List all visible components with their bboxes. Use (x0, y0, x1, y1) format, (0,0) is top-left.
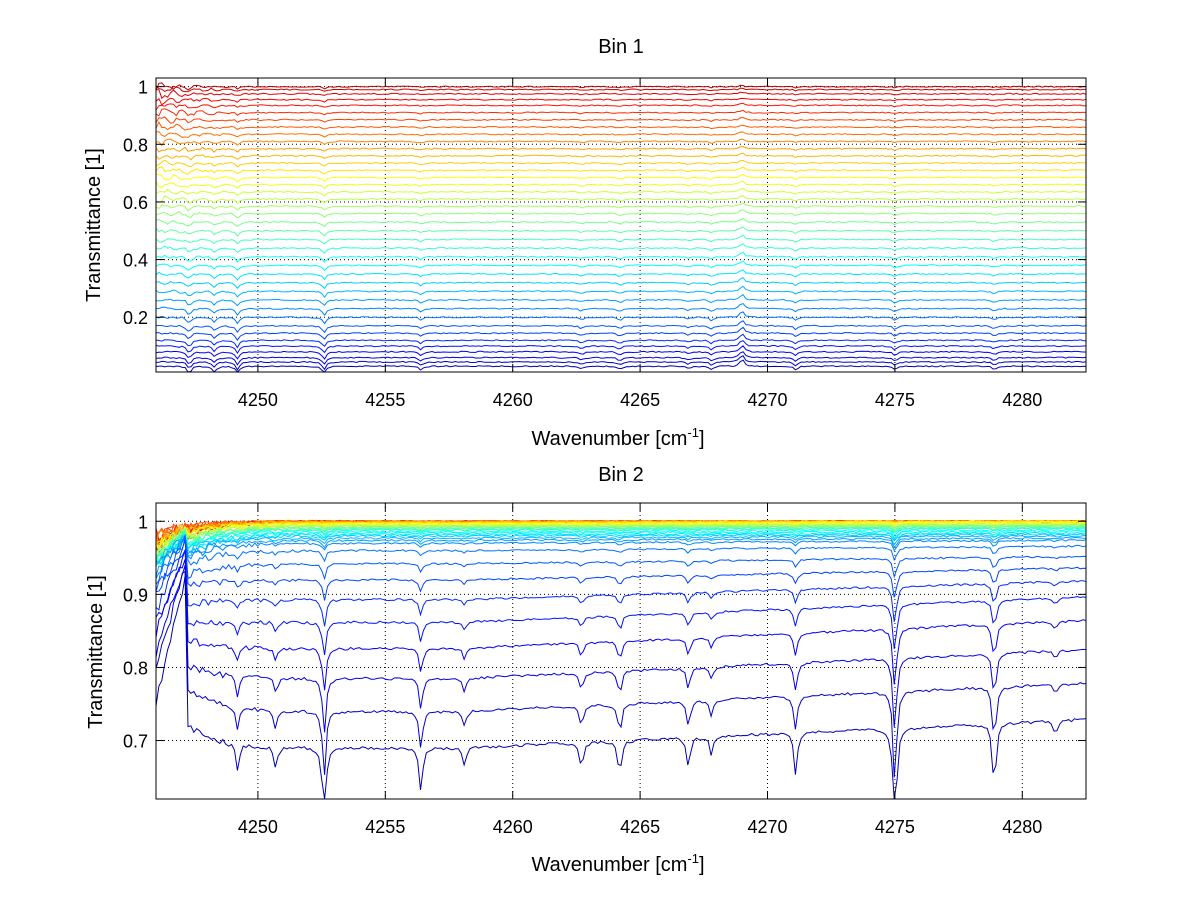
y-tick-label: 0.7 (123, 732, 148, 752)
subplot-2-xlabel: Wavenumber [cm-1] (531, 851, 704, 876)
series-line (155, 234, 1087, 245)
series-line (155, 537, 1086, 577)
series-line (155, 243, 1087, 254)
series-line (155, 195, 1087, 204)
series-line (155, 570, 1087, 778)
y-tick-label: 0.2 (123, 308, 148, 328)
series-line (155, 120, 1087, 131)
series-line (155, 102, 1087, 111)
series-line (155, 575, 1087, 800)
x-tick-label: 4260 (493, 390, 533, 410)
subplot-2-axes-box (155, 502, 1087, 800)
subplot-1-series (155, 82, 1087, 373)
series-line (155, 565, 1087, 733)
subplot-2-series (155, 519, 1087, 800)
series-line (155, 152, 1086, 161)
series-line (155, 537, 1087, 592)
series-line (155, 294, 1087, 307)
subplot-2-title: Bin 2 (598, 464, 644, 486)
series-line (155, 131, 1087, 139)
series-line (155, 217, 1087, 228)
subplot-1-axes-box (155, 77, 1087, 373)
series-line (155, 530, 1087, 565)
x-tick-label: 4280 (1002, 817, 1042, 837)
subplot-bin-1: Bin 1 4250 4255 4260 4265 4270 4275 4280 0.2 0.4… (83, 36, 1087, 450)
subplot-1-xlabel: Wavenumber [cm-1] (531, 425, 704, 450)
x-tick-label: 4250 (238, 817, 278, 837)
series-line (155, 533, 1087, 579)
subplot-1-ylabel: Transmittance [1] (83, 148, 105, 302)
x-tick-label: 4275 (875, 390, 915, 410)
series-line (155, 269, 1087, 281)
subplot-2-ylabel: Transmittance [1] (85, 575, 107, 729)
series-line (155, 359, 1087, 373)
series-line (155, 326, 1086, 341)
series-line (155, 534, 1087, 564)
y-tick-label: 0.4 (123, 251, 148, 271)
x-tick-label: 4255 (365, 390, 405, 410)
series-line (155, 351, 1087, 366)
subplot-1-ticks: 4250 4255 4260 4265 4270 4275 4280 0.2 0.4 0.6 0.8… (123, 78, 1086, 410)
x-tick-label: 4255 (365, 817, 405, 837)
y-tick-label: 1 (138, 512, 148, 532)
series-line (155, 303, 1087, 316)
series-line (155, 173, 1087, 183)
series-line (155, 355, 1087, 371)
series-line (155, 520, 1087, 551)
x-tick-label: 4250 (238, 390, 278, 410)
series-line (155, 340, 1087, 355)
series-line (155, 89, 1087, 100)
series-line (155, 320, 1087, 334)
series-line (155, 226, 1087, 237)
x-tick-label: 4270 (747, 390, 787, 410)
series-line (155, 531, 1086, 568)
series-line (155, 209, 1087, 219)
series-line (155, 311, 1087, 325)
x-tick-label: 4280 (1002, 390, 1042, 410)
x-tick-label: 4260 (493, 817, 533, 837)
series-line (155, 559, 1087, 691)
series-line (155, 285, 1087, 299)
x-tick-label: 4265 (620, 390, 660, 410)
series-line (155, 533, 1087, 566)
series-line (155, 527, 1087, 556)
subplot-1-title: Bin 1 (598, 36, 644, 58)
series-line (155, 333, 1087, 349)
series-line (155, 520, 1087, 544)
series-line (155, 524, 1087, 562)
series-line (155, 97, 1087, 106)
series-line (155, 549, 1087, 656)
series-line (155, 345, 1086, 360)
x-tick-label: 4265 (620, 817, 660, 837)
series-line (155, 276, 1087, 290)
y-tick-label: 0.8 (123, 658, 148, 678)
subplot-2-ticks: 4250 4255 4260 4265 4270 4275 4280 0.7 0.8 0.9 1 (123, 503, 1086, 837)
series-line (155, 522, 1087, 550)
series-line (155, 108, 1087, 117)
series-line (155, 166, 1087, 175)
series-line (155, 260, 1087, 272)
series-line (155, 116, 1087, 124)
y-tick-label: 0.8 (123, 135, 148, 155)
y-tick-label: 0.9 (123, 585, 148, 605)
series-line (155, 525, 1087, 562)
x-tick-label: 4275 (875, 817, 915, 837)
subplot-bin-2: Bin 2 4250 4255 4260 4265 4270 4275 4280 0.7 0.8… (85, 464, 1087, 876)
series-line (155, 159, 1087, 168)
series-line (155, 82, 1087, 91)
series-line (155, 138, 1087, 147)
series-line (155, 202, 1087, 212)
series-line (155, 251, 1087, 263)
series-line (155, 548, 1087, 627)
x-tick-label: 4270 (747, 817, 787, 837)
series-line (155, 539, 1087, 601)
y-tick-label: 1 (138, 78, 148, 98)
y-tick-label: 0.6 (123, 193, 148, 213)
series-line (155, 534, 1087, 585)
series-line (155, 180, 1087, 190)
series-line (155, 187, 1087, 197)
series-line (155, 145, 1087, 153)
series-line (155, 85, 1086, 93)
